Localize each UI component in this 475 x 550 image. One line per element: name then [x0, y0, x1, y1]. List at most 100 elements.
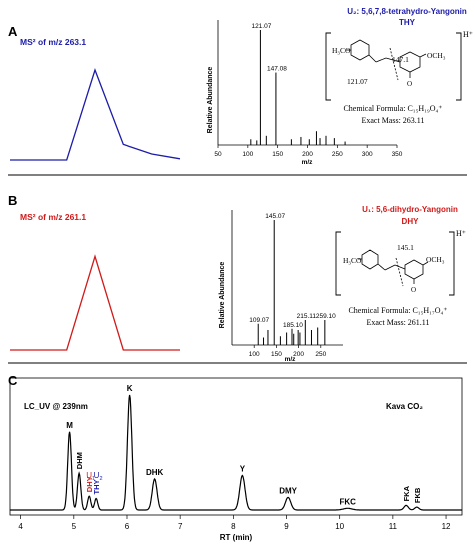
- b-frag-top: 145.1: [397, 243, 414, 252]
- a-pyrone-ring: [399, 51, 421, 73]
- b-benzene-ring: [361, 249, 379, 270]
- c-xtick-label: 5: [72, 522, 77, 531]
- c-peak-label: FKA: [402, 485, 411, 501]
- a-mass: Exact Mass: 263.11: [361, 116, 424, 125]
- panel-a-compound-box: U₂: 5,6,7,8-tetrahydro-Yangonin THY H⁺ H…: [325, 7, 473, 125]
- c-u-label: U1: [86, 471, 95, 482]
- b-ms2-peak-label: 185.10: [283, 322, 303, 329]
- b-ms2-peak-label: 259.10: [316, 313, 336, 320]
- a-structure: [346, 39, 427, 81]
- c-peak-label: M: [66, 421, 73, 430]
- a-chain-bond-2: [375, 57, 387, 63]
- a-ms2-xtick-label: 150: [272, 151, 283, 158]
- b-ms2-peak-label: 215.11: [297, 313, 317, 320]
- panel-a-ms2-spectrum: Relative Abundance m/z 50 100 150 200 250 300…: [207, 20, 403, 166]
- a-ome-bond: [419, 53, 427, 58]
- panel-b-ms-label: MS² of m/z 261.1: [20, 212, 86, 222]
- c-xtick-label: 12: [442, 522, 451, 531]
- panel-a-letter: A: [8, 24, 18, 39]
- b-chain-bond-3: [394, 264, 406, 270]
- c-plot-frame: [9, 377, 463, 516]
- b-chain-bond-2: [384, 264, 396, 271]
- b-ms2-xtick-label: 150: [271, 351, 282, 358]
- a-compound-abbr: THY: [399, 18, 416, 27]
- c-peak-label: FKB: [413, 487, 422, 503]
- b-ms2-ylabel: Relative Abundance: [219, 262, 226, 329]
- b-mass: Exact Mass: 261.11: [366, 318, 429, 327]
- b-cleavage-line: [395, 257, 404, 287]
- a-ms2-xtick-label: 350: [392, 151, 403, 158]
- c-peak-label: THY: [92, 480, 101, 495]
- panel-a-trace: [10, 68, 181, 161]
- a-ms2-xtick-label: 50: [214, 151, 222, 158]
- c-xlabel: RT (min): [220, 533, 253, 542]
- panel-b-ms2-spectrum: Relative Abundance m/z 100 150 200 250 109.0…: [219, 210, 343, 363]
- c-xtick-label: 6: [125, 522, 130, 531]
- c-xtick-label: 9: [284, 522, 289, 531]
- panel-c-method: LC_UV @ 239nm: [24, 402, 88, 411]
- a-ms2-peak-label: 147.08: [267, 66, 287, 73]
- panel-b: B MS² of m/z 261.1 Relative Abundance m/…: [8, 193, 467, 364]
- a-hplus: H⁺: [463, 30, 473, 39]
- a-bracket-left: [325, 32, 331, 101]
- b-formula: Chemical Formula: C₁₅H₁₇O₄⁺: [348, 306, 447, 315]
- c-u-subscript: 2: [99, 476, 102, 482]
- c-xtick-label: 4: [18, 522, 23, 531]
- b-ms2-xtick-label: 250: [315, 351, 326, 358]
- c-xtick-label: 7: [178, 522, 183, 531]
- b-pyrone-ring: [404, 259, 424, 280]
- a-compound-title: U₂: 5,6,7,8-tetrahydro-Yangonin: [347, 7, 467, 16]
- c-peak-label: FKC: [339, 497, 356, 506]
- panel-c: C LC_UV @ 239nm Kava CO₂ RT (min) 4 5 6 7 8 9…: [8, 373, 463, 542]
- b-h3co-label: H₃CO: [343, 256, 362, 265]
- a-formula: Chemical Formula: C₁₅H₁₉O₄⁺: [343, 104, 442, 113]
- a-ms2-xtick-label: 250: [332, 151, 343, 158]
- a-bracket-right: [456, 32, 462, 101]
- b-och3-label: OCH₃: [426, 255, 445, 264]
- b-ome-bond: [422, 261, 429, 266]
- a-cleavage-line: [389, 47, 399, 81]
- a-ms2-ylabel: Relative Abundance: [207, 67, 214, 134]
- panel-c-letter: C: [8, 373, 18, 388]
- b-compound-title: U₁: 5,6-dihydro-Yangonin: [362, 205, 458, 214]
- c-peak-label: DHM: [75, 452, 84, 469]
- a-ms2-xtick-label: 100: [242, 151, 253, 158]
- panel-b-compound-box: U₁: 5,6-dihydro-Yangonin DHY H⁺ H₃CO OCH…: [335, 205, 466, 327]
- b-structure: [358, 249, 429, 287]
- b-chain-bond-1: [377, 263, 386, 271]
- c-peak-label: DHK: [146, 468, 164, 477]
- b-ms2-peak-label: 145.07: [265, 213, 285, 220]
- a-o-label: O: [407, 80, 412, 88]
- panel-b-trace: [10, 254, 180, 351]
- b-ms2-xlabel: m/z: [285, 356, 297, 363]
- a-och3-label: OCH₃: [427, 51, 446, 60]
- panel-a: A MS² of m/z 263.1 Relative Abundance m/…: [8, 7, 473, 176]
- c-xtick-label: 11: [389, 522, 398, 531]
- a-ms2-peak-label: 121.07: [251, 23, 271, 30]
- panel-a-ms-label: MS² of m/z 263.1: [20, 37, 86, 47]
- a-ms2-xtick-label: 300: [362, 151, 373, 158]
- a-h3co-label: H₃CO: [332, 46, 351, 55]
- b-o-label: O: [411, 286, 416, 294]
- b-bracket-right: [449, 231, 455, 296]
- c-trace: [10, 394, 462, 511]
- a-ms2-xtick-label: 200: [302, 151, 313, 158]
- a-chain-bond-1: [368, 54, 377, 63]
- a-ms2-xlabel: m/z: [302, 159, 314, 166]
- panel-c-sample: Kava CO₂: [386, 402, 423, 411]
- b-hplus: H⁺: [456, 229, 466, 238]
- b-ms2-xtick-label: 100: [249, 351, 260, 358]
- panel-b-letter: B: [8, 193, 17, 208]
- a-frag-bottom: 121.07: [347, 77, 368, 86]
- b-ms2-peak-label: 109.07: [249, 317, 269, 324]
- c-xtick-label: 10: [335, 522, 344, 531]
- c-u-label: U2: [94, 471, 103, 482]
- c-peak-label: DMY: [279, 486, 297, 495]
- b-ms2-xtick-label: 200: [293, 351, 304, 358]
- a-frag-top: 147.1: [392, 55, 409, 64]
- b-bracket-left: [335, 231, 341, 296]
- b-compound-abbr: DHY: [402, 217, 420, 226]
- c-peak-label: K: [127, 384, 133, 393]
